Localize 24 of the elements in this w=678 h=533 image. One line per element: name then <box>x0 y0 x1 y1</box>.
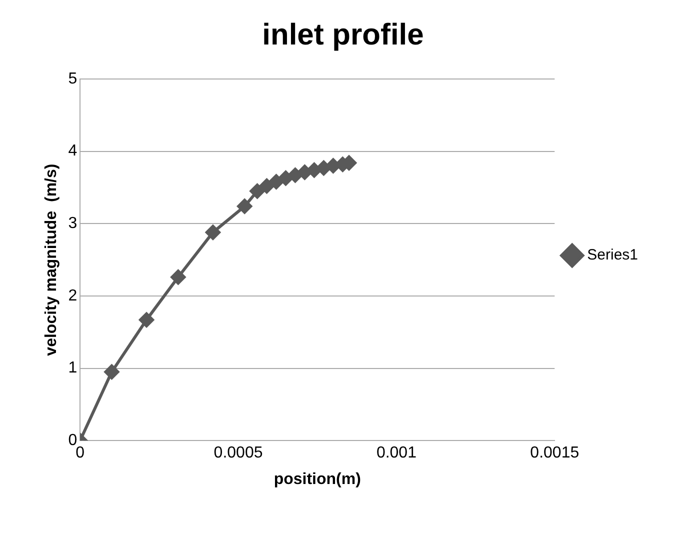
point <box>237 198 252 214</box>
y-tick-label: 4 <box>68 142 78 160</box>
x-tick-label: 0.0015 <box>530 444 580 462</box>
y-tick-label: 0 <box>68 432 78 450</box>
point <box>259 178 274 194</box>
point <box>288 168 303 183</box>
point <box>250 184 265 199</box>
point <box>205 224 220 240</box>
point <box>104 364 120 380</box>
x-axis-title: position(m) <box>274 470 361 488</box>
point <box>268 174 284 190</box>
point <box>306 162 322 178</box>
point <box>170 270 186 285</box>
chart-title: inlet profile <box>262 18 424 52</box>
x-tick-label: 0.001 <box>376 444 417 462</box>
y-tick-label: 3 <box>68 215 78 232</box>
y-tick-label: 2 <box>68 287 78 304</box>
y-tick-label: 5 <box>68 70 78 88</box>
y-tick-label: 1 <box>68 360 78 377</box>
y-axis-title: velocity magnitude (m/s) <box>43 164 60 356</box>
point <box>297 164 312 180</box>
legend-label: Series1 <box>587 246 638 264</box>
x-tick-label: 0.0005 <box>214 444 263 462</box>
point <box>139 312 154 328</box>
